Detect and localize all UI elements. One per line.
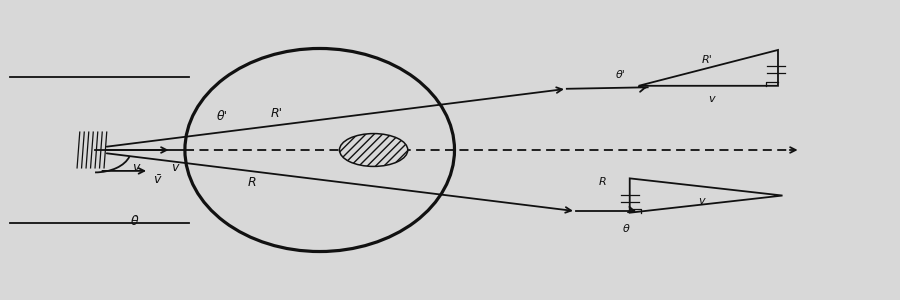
- Ellipse shape: [339, 134, 408, 166]
- Text: v: v: [698, 196, 705, 206]
- Text: R': R': [701, 55, 712, 64]
- Text: v: v: [708, 94, 715, 104]
- Text: v: v: [171, 161, 179, 174]
- Text: R: R: [248, 176, 256, 189]
- Text: R: R: [598, 177, 606, 187]
- Text: v: v: [131, 161, 140, 174]
- Text: θ: θ: [623, 224, 629, 234]
- Text: θ̇: θ̇: [131, 215, 139, 228]
- Text: θ': θ': [616, 70, 626, 80]
- Text: θ': θ': [216, 110, 228, 123]
- Text: R': R': [270, 107, 283, 120]
- Text: v̄: v̄: [154, 173, 161, 186]
